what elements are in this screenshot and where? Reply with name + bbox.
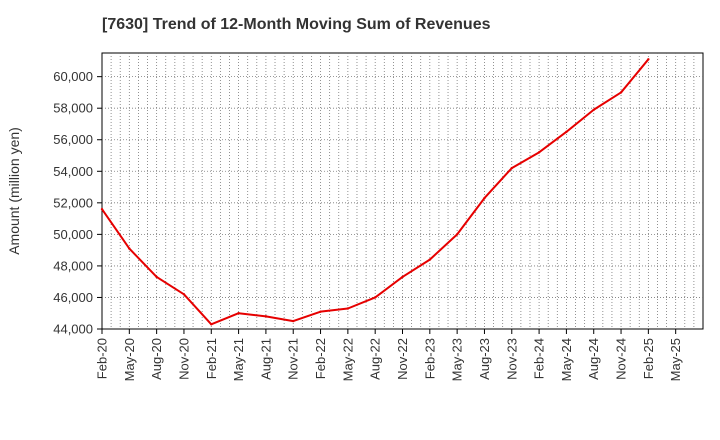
x-tick-label: Feb-20 — [95, 338, 110, 379]
x-tick-label: Aug-21 — [258, 338, 273, 380]
x-tick-label: Feb-22 — [313, 338, 328, 379]
x-tick-label: Feb-25 — [641, 338, 656, 379]
data-point — [264, 315, 268, 318]
x-axis-ticks: Feb-20 May-20 Aug-20 Nov-20 Feb-21 May-21 Aug-… — [95, 329, 683, 381]
x-tick-label: May-22 — [340, 338, 355, 381]
data-point — [210, 323, 213, 326]
y-tick-label: 60,000 — [53, 69, 93, 84]
x-tick-label: May-25 — [668, 338, 683, 381]
data-point — [619, 91, 623, 94]
data-point — [319, 310, 322, 313]
grid-layer — [102, 53, 703, 329]
x-tick-label: May-21 — [231, 338, 246, 381]
data-point — [647, 58, 650, 61]
x-tick-label: Nov-23 — [504, 338, 519, 380]
x-tick-label: Aug-22 — [368, 338, 383, 380]
y-tick-label: 46,000 — [53, 290, 93, 305]
x-tick-label: May-20 — [122, 338, 137, 381]
x-tick-label: Aug-24 — [586, 338, 601, 380]
y-tick-label: 50,000 — [53, 227, 93, 242]
data-point — [182, 293, 186, 296]
data-point — [537, 151, 541, 154]
series-layer — [100, 58, 650, 326]
data-point — [592, 108, 595, 111]
x-tick-label: Feb-23 — [422, 338, 437, 379]
y-tick-label: 56,000 — [53, 132, 93, 147]
y-tick-label: 48,000 — [53, 258, 93, 273]
data-point — [455, 233, 459, 236]
y-axis-ticks: 44,000 46,000 48,000 50,000 52,000 54,000 56,0… — [53, 69, 102, 337]
y-axis-label: Amount (million yen) — [6, 127, 22, 255]
data-point — [237, 312, 240, 315]
data-point — [373, 296, 377, 299]
data-point — [100, 207, 104, 211]
data-point — [346, 307, 350, 310]
x-tick-label: Aug-23 — [477, 338, 492, 380]
x-tick-label: Nov-20 — [176, 338, 191, 380]
y-tick-label: 44,000 — [53, 322, 93, 337]
x-tick-label: Feb-21 — [204, 338, 219, 379]
y-tick-label: 52,000 — [53, 195, 93, 210]
data-point — [428, 258, 432, 261]
x-tick-label: May-24 — [559, 338, 574, 381]
data-point — [155, 275, 158, 279]
data-point — [510, 166, 513, 170]
data-point — [483, 196, 486, 200]
x-tick-label: Feb-24 — [532, 338, 547, 379]
x-tick-label: May-23 — [450, 338, 465, 381]
x-tick-label: Aug-20 — [149, 338, 164, 380]
data-point — [401, 275, 404, 279]
x-tick-label: Nov-22 — [395, 338, 410, 380]
data-point — [128, 247, 131, 250]
x-tick-label: Nov-24 — [614, 338, 629, 380]
data-point — [565, 130, 568, 134]
x-tick-label: Nov-21 — [286, 338, 301, 380]
y-tick-label: 54,000 — [53, 164, 93, 179]
chart-title: [7630] Trend of 12-Month Moving Sum of R… — [102, 16, 491, 33]
y-tick-label: 58,000 — [53, 101, 93, 116]
data-point — [292, 319, 295, 323]
